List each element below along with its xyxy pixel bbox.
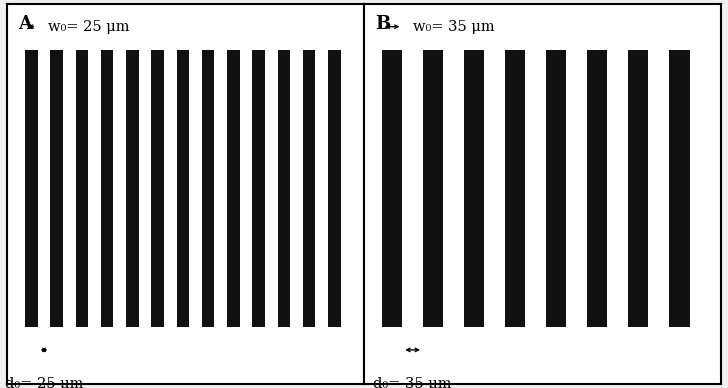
Bar bbox=[669, 50, 689, 327]
Bar bbox=[505, 50, 526, 327]
Bar bbox=[202, 50, 215, 327]
Bar bbox=[464, 50, 484, 327]
Bar bbox=[587, 50, 607, 327]
Bar bbox=[253, 50, 265, 327]
Bar bbox=[76, 50, 88, 327]
Text: d₀= 25 μm: d₀= 25 μm bbox=[5, 376, 83, 388]
Bar bbox=[546, 50, 566, 327]
Bar bbox=[227, 50, 240, 327]
Text: A: A bbox=[18, 15, 32, 33]
Bar bbox=[177, 50, 189, 327]
Text: B: B bbox=[375, 15, 390, 33]
Bar bbox=[126, 50, 139, 327]
Text: w₀= 35 μm: w₀= 35 μm bbox=[413, 20, 494, 34]
Bar bbox=[50, 50, 63, 327]
Bar bbox=[25, 50, 38, 327]
Bar bbox=[423, 50, 443, 327]
Bar bbox=[628, 50, 649, 327]
Text: d₀= 35 μm: d₀= 35 μm bbox=[373, 376, 452, 388]
Text: w₀= 25 μm: w₀= 25 μm bbox=[49, 20, 130, 34]
Bar bbox=[101, 50, 114, 327]
Bar bbox=[382, 50, 403, 327]
Bar bbox=[151, 50, 164, 327]
Bar bbox=[328, 50, 341, 327]
Bar bbox=[303, 50, 315, 327]
Bar bbox=[277, 50, 290, 327]
